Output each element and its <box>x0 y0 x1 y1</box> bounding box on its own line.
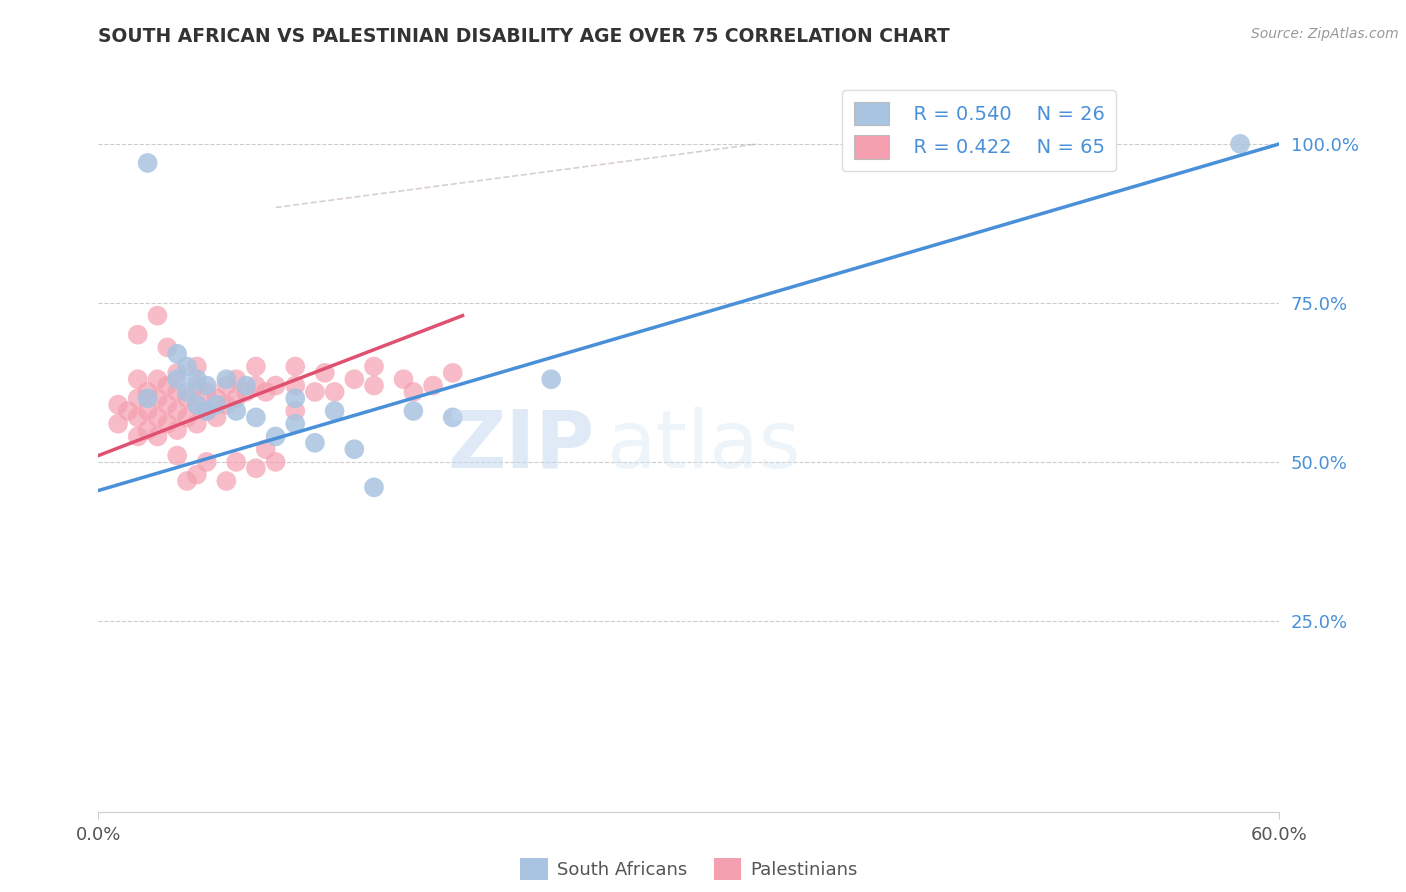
Point <box>363 359 385 374</box>
Point <box>363 378 385 392</box>
Point <box>254 384 277 399</box>
Point <box>136 404 159 418</box>
Point <box>205 392 228 406</box>
Point <box>392 372 415 386</box>
Point <box>245 461 267 475</box>
Point <box>284 392 307 406</box>
Point <box>235 384 257 399</box>
Point <box>176 474 198 488</box>
Point <box>225 392 247 406</box>
Point <box>284 359 307 374</box>
Point <box>186 378 208 392</box>
Point <box>225 372 247 386</box>
Point <box>117 404 139 418</box>
Point <box>166 372 188 386</box>
Point <box>284 404 307 418</box>
Point <box>146 429 169 443</box>
Point <box>176 410 198 425</box>
Point <box>323 404 346 418</box>
Point <box>343 372 366 386</box>
Point <box>127 327 149 342</box>
Point <box>156 398 179 412</box>
Point <box>166 404 188 418</box>
Point <box>284 417 307 431</box>
Point <box>402 384 425 399</box>
Point <box>186 398 208 412</box>
Point <box>314 366 336 380</box>
Point <box>205 398 228 412</box>
Text: Source: ZipAtlas.com: Source: ZipAtlas.com <box>1251 27 1399 41</box>
Point <box>1229 136 1251 151</box>
Point <box>215 378 238 392</box>
Point <box>186 417 208 431</box>
Point <box>136 384 159 399</box>
Point <box>176 359 198 374</box>
Point <box>186 467 208 482</box>
Point <box>215 398 238 412</box>
Point <box>304 435 326 450</box>
Point <box>146 372 169 386</box>
Point <box>441 366 464 380</box>
Point <box>264 378 287 392</box>
Point <box>127 392 149 406</box>
Point <box>254 442 277 457</box>
Point <box>245 378 267 392</box>
Point <box>146 309 169 323</box>
Point <box>156 378 179 392</box>
Point <box>127 372 149 386</box>
Point <box>264 455 287 469</box>
Point <box>540 372 562 386</box>
Point <box>195 404 218 418</box>
Point <box>215 372 238 386</box>
Point <box>343 442 366 457</box>
Point <box>156 417 179 431</box>
Point <box>323 384 346 399</box>
Point <box>264 429 287 443</box>
Point <box>245 410 267 425</box>
Point <box>127 410 149 425</box>
Point <box>166 366 188 380</box>
Point <box>186 359 208 374</box>
Point <box>225 455 247 469</box>
Text: ZIP: ZIP <box>447 407 595 485</box>
Point <box>166 384 188 399</box>
Point <box>166 347 188 361</box>
Point <box>166 449 188 463</box>
Point <box>136 392 159 406</box>
Point <box>235 378 257 392</box>
Point <box>195 378 218 392</box>
Point <box>146 392 169 406</box>
Point <box>363 480 385 494</box>
Point <box>186 372 208 386</box>
Point <box>441 410 464 425</box>
Point <box>205 410 228 425</box>
Point <box>156 340 179 354</box>
Text: atlas: atlas <box>606 407 800 485</box>
Point <box>107 398 129 412</box>
Point <box>422 378 444 392</box>
Point <box>136 423 159 437</box>
Point <box>166 423 188 437</box>
Point <box>146 410 169 425</box>
Point <box>245 359 267 374</box>
Point <box>127 429 149 443</box>
Point <box>225 404 247 418</box>
Point <box>176 392 198 406</box>
Point <box>284 378 307 392</box>
Point <box>176 384 198 399</box>
Point <box>195 455 218 469</box>
Point <box>215 474 238 488</box>
Point <box>107 417 129 431</box>
Legend: South Africans, Palestinians: South Africans, Palestinians <box>513 850 865 887</box>
Point <box>195 404 218 418</box>
Point <box>402 404 425 418</box>
Point <box>136 156 159 170</box>
Point <box>304 384 326 399</box>
Point <box>195 384 218 399</box>
Point <box>186 398 208 412</box>
Text: SOUTH AFRICAN VS PALESTINIAN DISABILITY AGE OVER 75 CORRELATION CHART: SOUTH AFRICAN VS PALESTINIAN DISABILITY … <box>98 27 950 45</box>
